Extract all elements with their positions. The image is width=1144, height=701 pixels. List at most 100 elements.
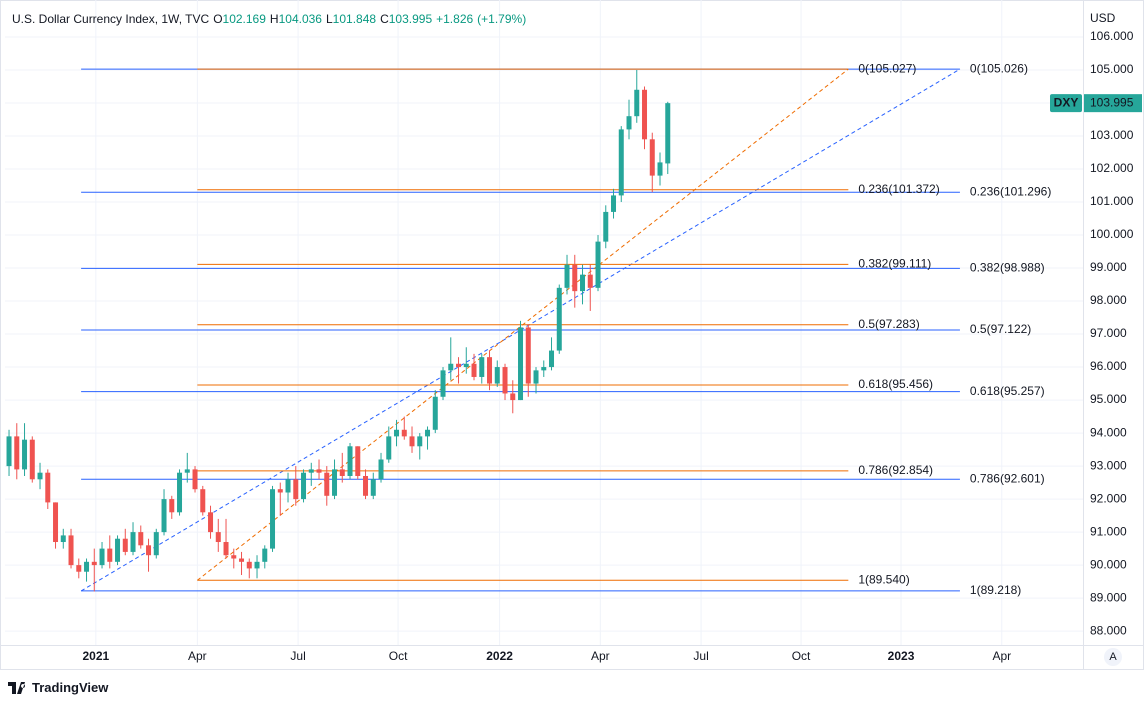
y-tick-label: 94.000	[1090, 425, 1127, 439]
candle-body	[308, 469, 314, 473]
candle-body	[432, 396, 438, 430]
candle-body	[122, 538, 128, 552]
x-tick-label: Apr	[591, 649, 610, 663]
footer-text: TradingView	[32, 680, 109, 695]
candle-body	[91, 561, 97, 566]
auto-scale-label[interactable]: A	[1109, 651, 1117, 663]
candle-body	[45, 472, 51, 503]
y-tick-label: 101.000	[1090, 194, 1134, 208]
candle-body	[339, 469, 345, 476]
candle-body	[6, 436, 12, 467]
legend-key: O	[213, 12, 223, 26]
candle-body	[215, 532, 221, 543]
x-tick-label: Jul	[290, 649, 305, 663]
fib-level-label: 0(105.026)	[970, 61, 1028, 75]
candle-body	[487, 357, 493, 384]
candle-body	[107, 548, 113, 562]
candle-body	[386, 436, 392, 460]
x-tick-label: Apr	[188, 649, 207, 663]
candle-body	[456, 363, 462, 368]
auto-scale-button[interactable]	[1104, 648, 1122, 666]
legend: U.S. Dollar Currency Index, 1W, TVC O102.…	[12, 12, 526, 26]
fib-level-label: 0.5(97.283)	[858, 317, 919, 331]
y-tick-label: 96.000	[1090, 359, 1127, 373]
candle-body	[169, 499, 175, 513]
candle-body	[355, 446, 361, 476]
fib-level-label: 0.382(99.111)	[858, 257, 931, 271]
candle-body	[463, 363, 469, 368]
candle-body	[587, 274, 593, 288]
candle-body	[401, 429, 407, 437]
candle-body	[200, 489, 206, 513]
candle-body	[440, 370, 446, 397]
y-tick-label: 90.000	[1090, 557, 1127, 571]
y-tick-label: 97.000	[1090, 326, 1127, 340]
candle-body	[316, 469, 322, 473]
legend-change-pct: (+1.79%)	[477, 12, 527, 26]
candle-body	[231, 555, 237, 559]
candle-body	[208, 512, 214, 533]
candle-body	[146, 545, 152, 556]
candle-body	[525, 327, 531, 384]
candle-body	[270, 489, 276, 549]
candle-body	[626, 116, 632, 130]
legend-title: U.S. Dollar Currency Index, 1W, TVC	[12, 12, 210, 26]
candle-body	[130, 532, 136, 552]
candle-body	[642, 89, 648, 140]
candle-body	[332, 469, 338, 496]
candle-body	[518, 327, 524, 401]
candle-body	[363, 475, 369, 496]
legend-value: 101.848	[332, 12, 377, 26]
candle-body	[618, 129, 624, 196]
candle-body	[665, 103, 671, 164]
candle-body	[595, 241, 601, 288]
y-tick-label: 95.000	[1090, 392, 1127, 406]
candle-body	[603, 211, 609, 242]
candle-body	[533, 370, 539, 384]
x-tick-label: 2023	[888, 649, 915, 663]
candle-body	[223, 542, 229, 556]
candle-body	[192, 469, 198, 490]
price-tag-label: 103.995	[1090, 95, 1134, 109]
fib-level-label: 0.236(101.372)	[858, 182, 939, 196]
logo-shape	[8, 681, 26, 694]
y-tick-label: 103.000	[1090, 128, 1134, 142]
candle-body	[29, 439, 35, 480]
y-tick-label: 98.000	[1090, 293, 1127, 307]
candle-body	[254, 561, 260, 569]
candle-body	[76, 565, 82, 572]
candle-body	[479, 357, 485, 377]
price-tag	[1084, 94, 1142, 113]
candle-body	[285, 479, 291, 493]
candle-body	[37, 472, 43, 480]
y-tick-label: 88.000	[1090, 623, 1127, 637]
candle-body	[262, 548, 268, 562]
x-tick-label: 2021	[82, 649, 109, 663]
candle-body	[138, 532, 144, 546]
candle-body	[370, 479, 376, 496]
candle-body	[378, 459, 384, 480]
candle-body	[99, 548, 105, 566]
candle-body	[14, 436, 20, 470]
candle-body	[293, 479, 299, 500]
legend-value: 102.169	[222, 12, 266, 26]
candle-body	[184, 469, 190, 473]
candle-body	[541, 367, 547, 371]
candle-body	[657, 162, 663, 176]
x-tick-label: 2022	[486, 649, 513, 663]
candle-body	[494, 367, 500, 384]
fib-level-label: 0.382(98.988)	[970, 261, 1045, 275]
legend-key: H	[269, 12, 279, 26]
grid	[5, 0, 1083, 645]
candle-body	[239, 558, 245, 562]
candle-body	[301, 472, 307, 500]
candle-body	[115, 538, 121, 562]
fib-level-label: 0.786(92.854)	[858, 463, 933, 477]
candle-body	[425, 429, 431, 437]
y-tick-label: 99.000	[1090, 260, 1127, 274]
candle-body	[611, 195, 617, 212]
fib-level-label: 0(105.027)	[858, 61, 916, 75]
legend-key: L	[325, 12, 333, 26]
fib-level-label: 0.786(92.601)	[970, 471, 1045, 485]
